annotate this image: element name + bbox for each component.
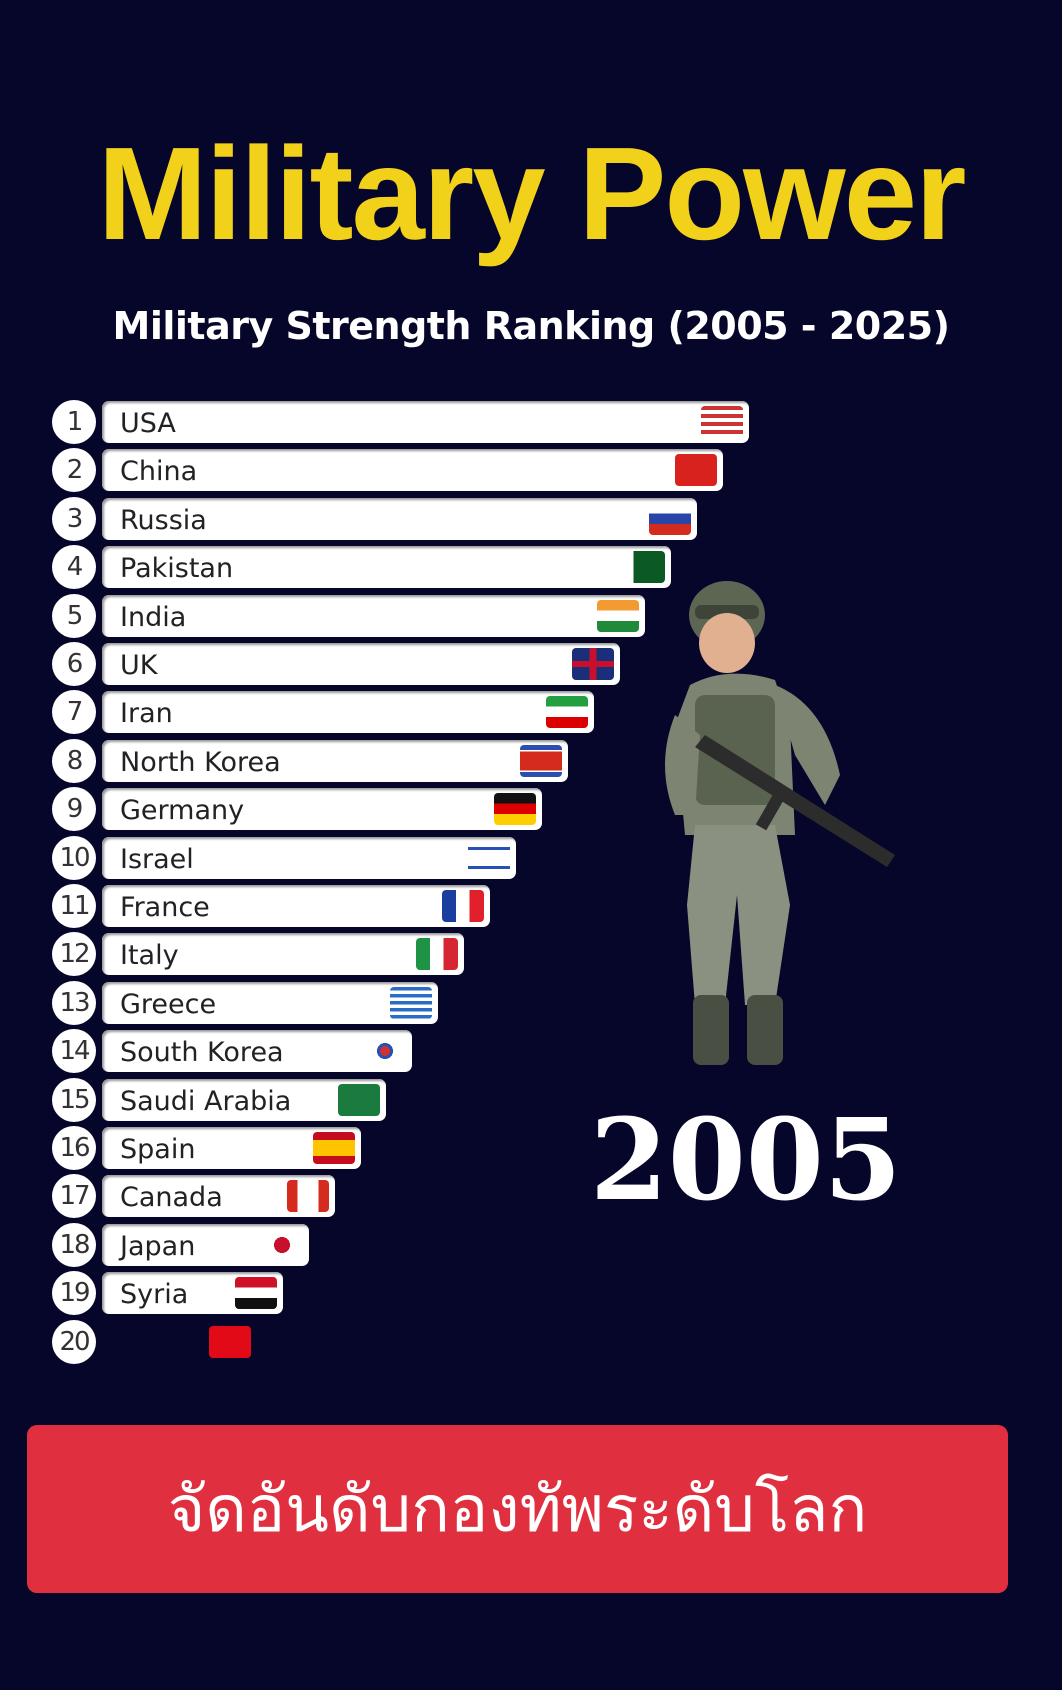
turkey-flag-icon	[208, 1325, 251, 1358]
ranking-bar	[102, 497, 698, 540]
rank-badge: 2	[52, 448, 96, 493]
country-name: Spain	[120, 1134, 196, 1165]
ranking-bar	[102, 643, 620, 685]
country-name: Israel	[120, 843, 194, 875]
ranking-bar	[102, 933, 465, 976]
page-subtitle: Military Strength Ranking (2005 - 2025)	[112, 304, 950, 348]
country-name: Iran	[120, 698, 173, 730]
country-name: Pakistan	[120, 553, 234, 585]
ranking-row: 14 South Korea	[52, 1029, 772, 1074]
india-flag-icon	[597, 599, 640, 632]
ranking-row: 1 USA	[52, 400, 772, 444]
country-name: South Korea	[120, 1037, 284, 1069]
ranking-row: 15 Saudi Arabia	[52, 1077, 772, 1122]
ranking-bar	[102, 691, 594, 734]
country-name: Germany	[120, 795, 245, 827]
iran-flag-icon	[545, 696, 588, 729]
italy-flag-icon	[416, 938, 459, 971]
canada-flag-icon	[286, 1180, 329, 1213]
ranking-bar	[102, 594, 646, 637]
ranking-row: 12 Italy	[52, 932, 772, 977]
country-name: France	[120, 892, 210, 923]
rank-badge: 6	[52, 642, 96, 686]
syria-flag-icon	[234, 1277, 277, 1310]
south-korea-flag-icon	[364, 1035, 407, 1068]
ranking-bar	[102, 449, 724, 492]
ranking-row: 8 North Korea	[52, 738, 772, 783]
rank-badge: 10	[52, 835, 96, 880]
pakistan-flag-icon	[623, 551, 666, 584]
rank-badge: 13	[52, 980, 96, 1025]
country-name: Japan	[120, 1230, 196, 1262]
rank-badge: 18	[52, 1222, 96, 1267]
uk-flag-icon	[571, 648, 614, 680]
ranking-bar	[102, 788, 542, 831]
ranking-row: 17 Canada	[52, 1174, 772, 1219]
ranking-bar	[102, 401, 749, 443]
ranking-bar	[102, 546, 672, 589]
rank-badge: 15	[52, 1077, 96, 1122]
ranking-row: 4 Pakistan	[52, 545, 772, 590]
country-name: Canada	[120, 1182, 223, 1214]
north-korea-flag-icon	[519, 744, 562, 777]
country-name: North Korea	[120, 746, 281, 778]
rank-badge: 3	[52, 496, 96, 541]
ranking-row: 7 Iran	[52, 690, 772, 735]
israel-flag-icon	[467, 841, 510, 874]
ranking-row: 19 Syria	[52, 1271, 772, 1316]
rank-badge: 12	[52, 932, 96, 977]
ranking-row: 10 Israel	[52, 835, 772, 880]
country-name: China	[120, 456, 198, 488]
japan-flag-icon	[260, 1228, 303, 1261]
rank-badge: 19	[52, 1271, 96, 1316]
rank-badge: 1	[52, 400, 96, 444]
country-name: Saudi Arabia	[120, 1085, 292, 1117]
greece-flag-icon	[390, 986, 433, 1019]
rank-badge: 14	[52, 1029, 96, 1074]
rank-badge: 8	[52, 738, 96, 783]
ranking-bar	[102, 885, 490, 927]
ranking-bar	[102, 836, 516, 879]
ranking-bar	[102, 981, 439, 1024]
rank-badge: 9	[52, 787, 96, 832]
ranking-row: 9 Germany	[52, 787, 772, 832]
ranking-row: 5 India	[52, 593, 772, 638]
rank-badge: 5	[52, 593, 96, 638]
ranking-row: 18 Japan	[52, 1222, 772, 1267]
country-name: USA	[120, 408, 176, 439]
spain-flag-icon	[312, 1132, 355, 1164]
ranking-row: 2 China	[52, 448, 772, 493]
country-name: Russia	[120, 504, 207, 536]
ranking-bar	[102, 739, 568, 782]
soldier-illustration	[665, 581, 895, 1065]
china-flag-icon	[675, 454, 718, 487]
ranking-row: 6 UK	[52, 642, 772, 686]
ranking-row: 20	[52, 1319, 772, 1364]
saudi-arabia-flag-icon	[338, 1083, 381, 1116]
country-name: Greece	[120, 988, 217, 1020]
year-label: 2005	[590, 1095, 902, 1226]
country-name: India	[120, 601, 187, 633]
rank-badge: 17	[52, 1174, 96, 1219]
france-flag-icon	[442, 890, 484, 922]
page-title: Military Power	[97, 120, 967, 267]
rank-badge: 7	[52, 690, 96, 735]
ranking-row: 16 Spain	[52, 1126, 772, 1170]
rank-badge: 4	[52, 545, 96, 590]
thai-caption-banner: จัดอันดับกองทัพระดับโลก	[27, 1425, 1008, 1593]
country-name: Italy	[120, 940, 179, 972]
country-name: Syria	[120, 1279, 189, 1311]
ranking-bar	[102, 1030, 413, 1073]
ranking-row: 13 Greece	[52, 980, 772, 1025]
country-name: UK	[120, 650, 158, 681]
rank-badge: 20	[52, 1319, 96, 1364]
rank-badge: 16	[52, 1126, 96, 1170]
germany-flag-icon	[493, 793, 536, 826]
ranking-row: 11 France	[52, 884, 772, 928]
rank-badge: 11	[52, 884, 96, 928]
russia-flag-icon	[649, 502, 692, 535]
usa-flag-icon	[701, 406, 743, 438]
ranking-row: 3 Russia	[52, 496, 772, 541]
